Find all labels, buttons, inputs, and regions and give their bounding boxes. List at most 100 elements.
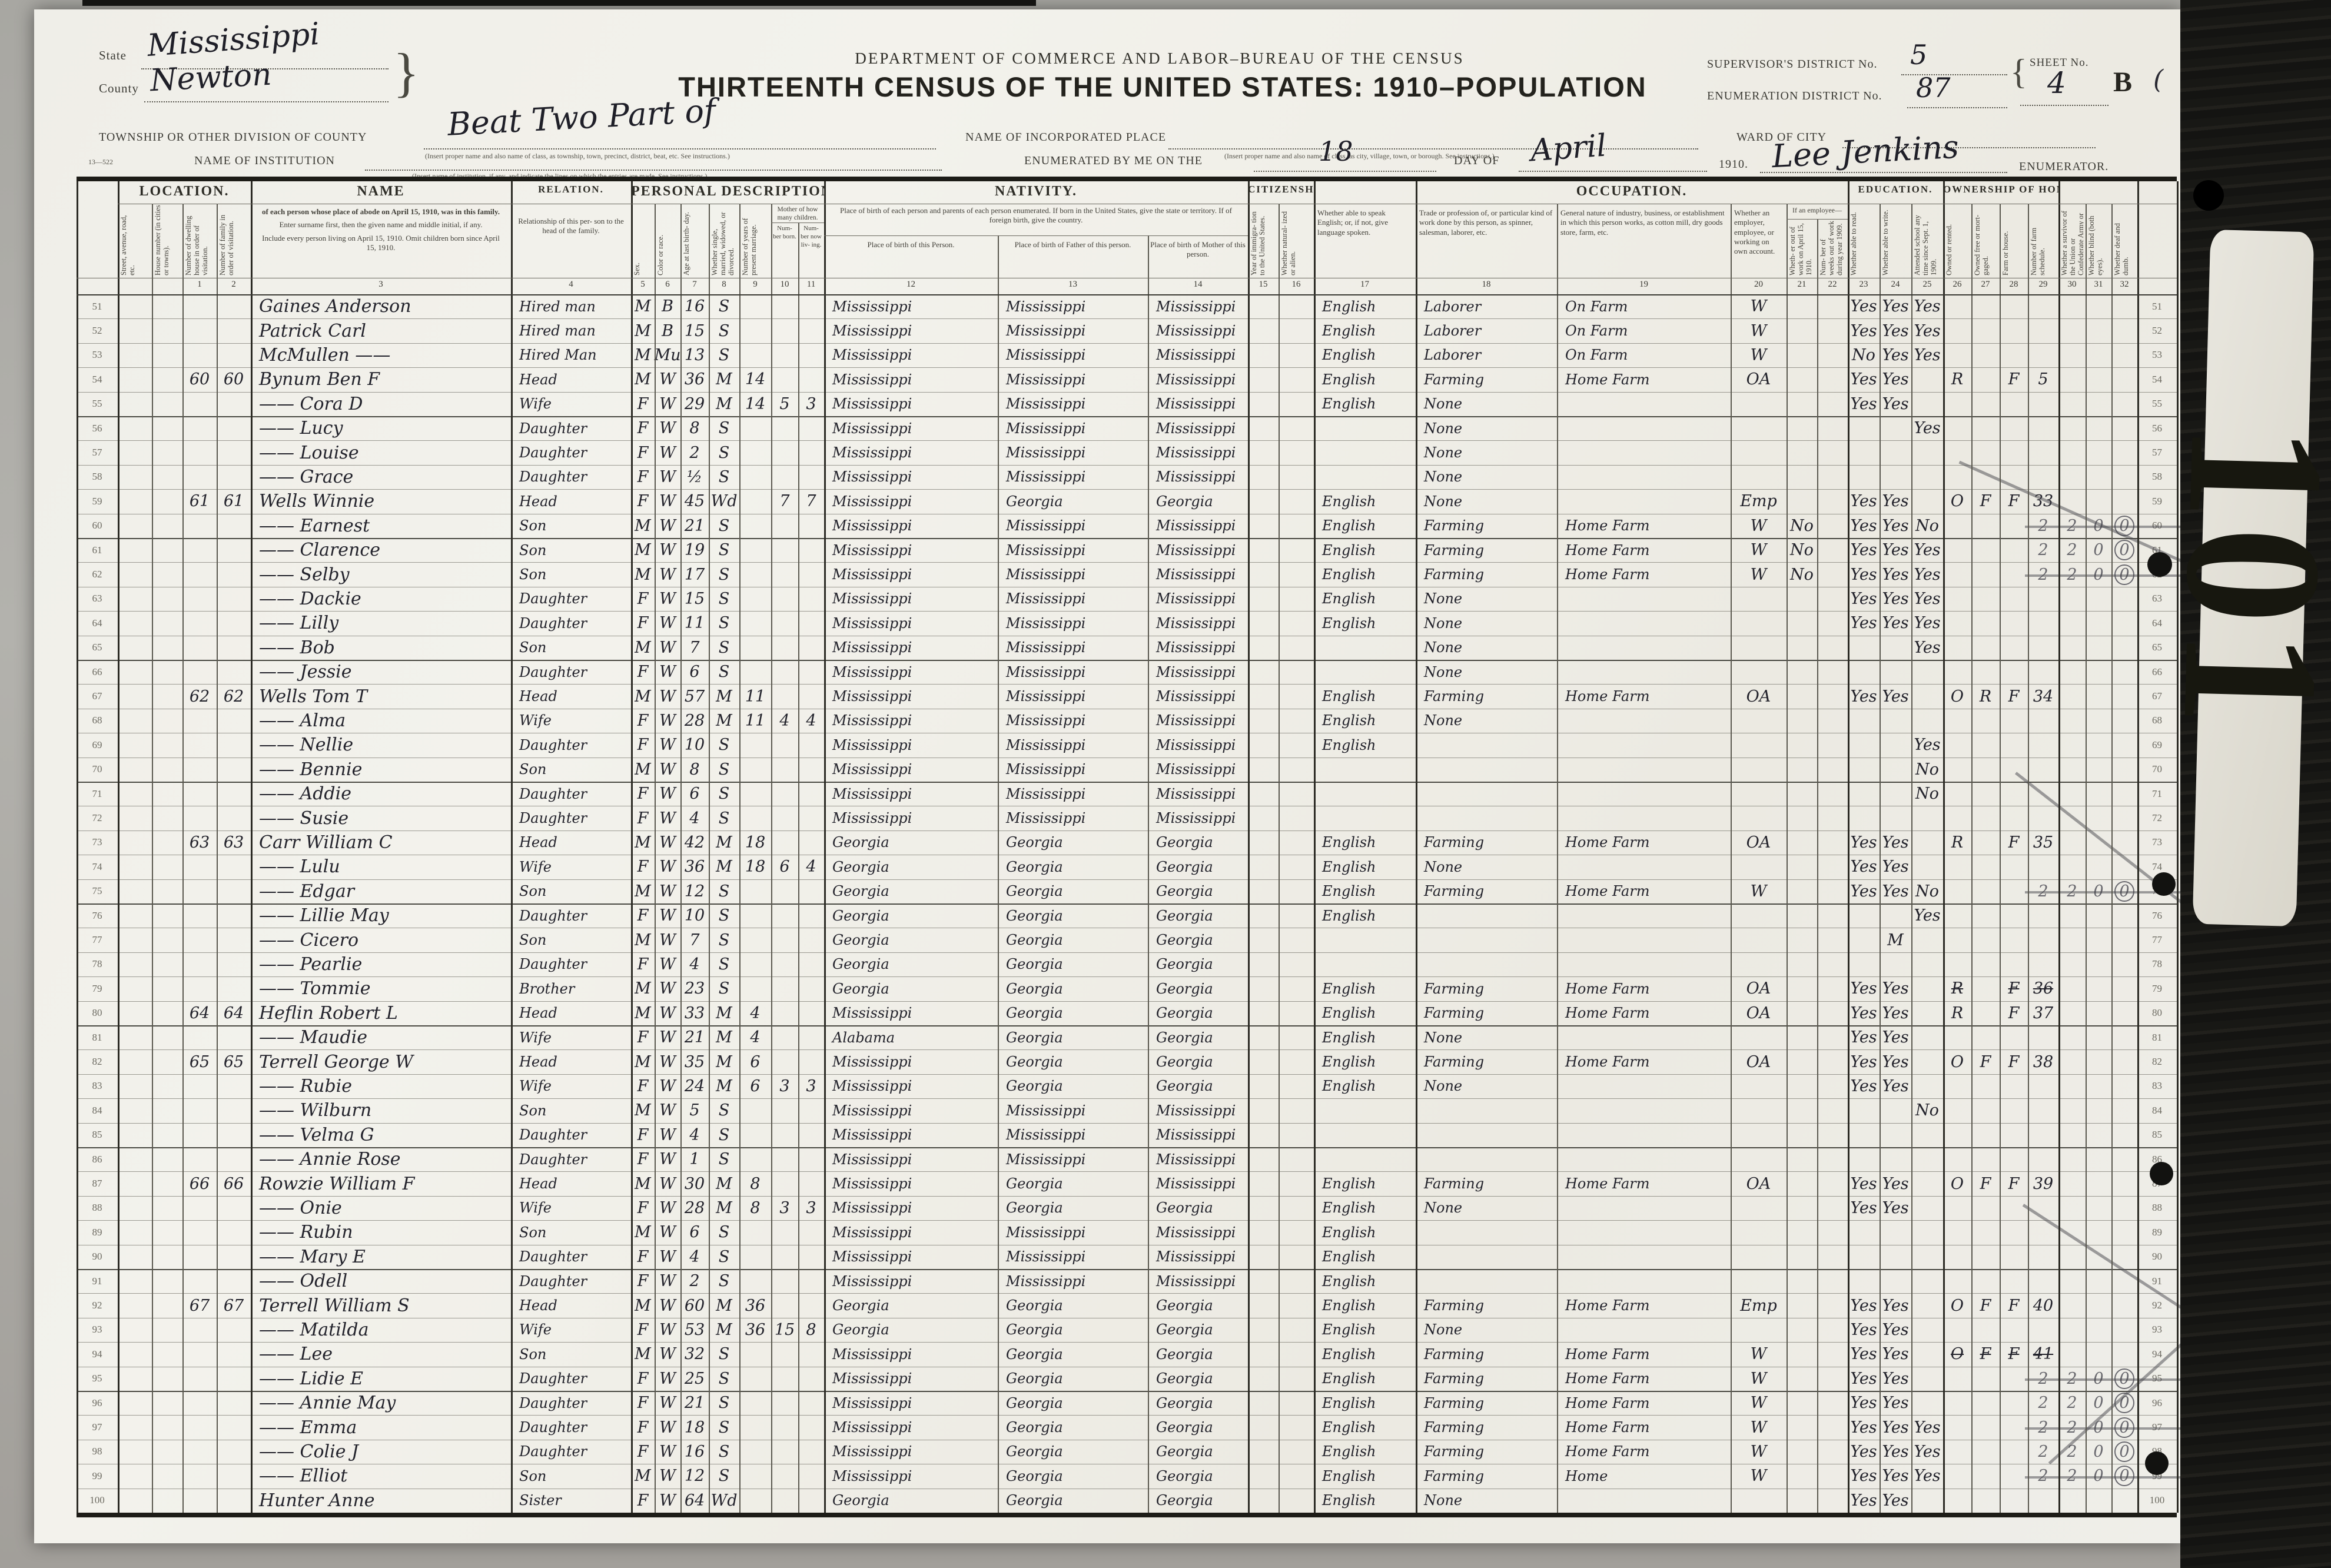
cell-rd: Yes	[1850, 1077, 1877, 1095]
cell-rnL: 56	[92, 422, 102, 434]
cell-sch: Yes	[1914, 614, 1941, 633]
cell-pob: Mississippi	[832, 1102, 912, 1119]
cell-pm: Georgia	[1156, 1200, 1213, 1217]
cell-trade: Farming	[1424, 1467, 1485, 1484]
cell-h27: F	[1980, 1296, 1991, 1315]
cell-race: W	[659, 1028, 676, 1047]
col-label-text: Year of immigra- tion to the United Stat…	[1250, 211, 1266, 275]
cell-trade: Farming	[1424, 1175, 1485, 1192]
census-row: 57 57 —— Louise Daughter F W 2 S Mississippi Miss…	[77, 440, 2177, 466]
cell-pm: Georgia	[1156, 1467, 1213, 1484]
cell-emp: W	[1750, 1467, 1767, 1486]
cell-rnL: 57	[92, 447, 102, 459]
col-label-h28: Farm or house.	[2001, 205, 2026, 275]
census-row: 91 91 —— Odell Daughter F W 2 S Mississippi Missi…	[77, 1269, 2177, 1294]
cell-mar: M	[716, 833, 732, 852]
cell-age: 7	[689, 931, 700, 949]
cell-rnR: 69	[2152, 739, 2162, 750]
grid-line	[1848, 181, 1849, 1513]
cell-pm: Georgia	[1156, 1078, 1213, 1095]
cell-pm: Georgia	[1156, 1029, 1213, 1046]
cell-emp: W	[1750, 516, 1767, 535]
cell-rnR: 53	[2152, 349, 2162, 361]
cell-dw: 65	[189, 1052, 210, 1071]
cell-pob: Mississippi	[832, 688, 912, 705]
cell-lang: English	[1322, 371, 1376, 388]
cell-wr: Yes	[1882, 833, 1909, 852]
cell-sch: Yes	[1914, 906, 1941, 925]
cell-pf: Mississippi	[1006, 1102, 1086, 1119]
grid-line	[152, 204, 153, 1513]
cell-trade: Farming	[1424, 1394, 1485, 1411]
cell-lang: English	[1322, 736, 1376, 753]
cell-dw: 64	[189, 1004, 210, 1022]
col-number-26: 26	[1953, 280, 1962, 289]
cell-wr: Yes	[1882, 1320, 1909, 1339]
cell-h28: F	[2008, 370, 2020, 389]
cell-pf: Mississippi	[1006, 1224, 1086, 1241]
cell-sch: Yes	[1914, 541, 1941, 560]
col-label-street: Street, avenue, road, etc.	[119, 205, 150, 275]
cell-fam: 60	[223, 370, 244, 389]
col-label-sex: Sex.	[633, 205, 653, 275]
cell-pob: Mississippi	[832, 1127, 912, 1144]
pencil-arrow	[2025, 891, 2202, 894]
cell-sex: M	[635, 760, 651, 779]
cell-rd: Yes	[1850, 516, 1877, 535]
cell-rd: Yes	[1850, 1491, 1877, 1510]
col-label-h27: Owned free or mort- gaged.	[1973, 205, 1998, 275]
col-label-race: Color or race.	[656, 205, 679, 275]
cell-trade: Farming	[1424, 1419, 1485, 1436]
cell-t30: 2	[2067, 541, 2077, 560]
cell-trade: Farming	[1424, 688, 1485, 705]
cell-rnR: 59	[2152, 495, 2162, 507]
cell-pm: Mississippi	[1156, 396, 1236, 413]
cell-race: W	[659, 1247, 676, 1266]
cell-ind: Home Farm	[1565, 1005, 1650, 1022]
cell-ind: Home Farm	[1565, 1394, 1650, 1411]
cell-rel: Head	[519, 1297, 557, 1314]
cell-lang: English	[1322, 1224, 1376, 1241]
cell-race: W	[659, 565, 676, 584]
col-label-sch: Attended school any time since Sept. 1, …	[1913, 205, 1941, 275]
county-value: Newton	[149, 57, 273, 99]
col-number-23: 23	[1859, 280, 1868, 289]
cell-h29: 2	[2038, 1442, 2048, 1461]
cell-name: —— Bennie	[259, 759, 363, 780]
cell-pf: Mississippi	[1006, 785, 1086, 802]
cell-mar: S	[718, 1223, 730, 1242]
cell-sex: F	[637, 809, 649, 828]
cell-age: 11	[684, 614, 705, 633]
cell-pob: Mississippi	[832, 566, 912, 583]
film-edge-top	[82, 0, 1036, 6]
cell-name: —— Annie Rose	[259, 1149, 401, 1170]
census-row: 56 56 —— Lucy Daughter F W 8 S Mississippi Missis…	[77, 416, 2177, 441]
cell-pm: Mississippi	[1156, 761, 1236, 778]
col-number-4: 4	[569, 280, 573, 289]
col-label-age: Age at last birth- day.	[682, 205, 707, 275]
cell-name: —— Lillie May	[259, 905, 389, 926]
cell-pf: Mississippi	[1006, 469, 1086, 486]
cell-h29: 37	[2033, 1004, 2054, 1022]
cell-sex: F	[637, 1198, 649, 1217]
pencil-arrow	[2025, 1378, 2202, 1381]
cell-ind: Home	[1565, 1467, 1608, 1484]
cell-sex: F	[637, 1369, 649, 1388]
census-row: 100 100 Hunter Anne Sister F W 64 Wd Georgia Geor…	[77, 1489, 2177, 1514]
cell-pob: Mississippi	[832, 1175, 912, 1192]
cell-age: 21	[684, 1028, 705, 1047]
cell-fam: 63	[223, 833, 244, 852]
cell-age: 21	[684, 516, 705, 535]
cell-wr: Yes	[1882, 589, 1909, 608]
col-number-12: 12	[906, 280, 915, 289]
cell-t32: 0	[2111, 1440, 2137, 1464]
cell-rel: Wife	[519, 858, 552, 875]
cell-race: W	[659, 638, 676, 657]
cell-cb: 15	[774, 1320, 795, 1339]
cell-pm: Georgia	[1156, 493, 1213, 510]
cell-name: Bynum Ben F	[259, 369, 380, 390]
cell-emp: W	[1750, 882, 1767, 901]
cell-rnL: 85	[92, 1129, 102, 1141]
cell-sex: F	[637, 955, 649, 974]
